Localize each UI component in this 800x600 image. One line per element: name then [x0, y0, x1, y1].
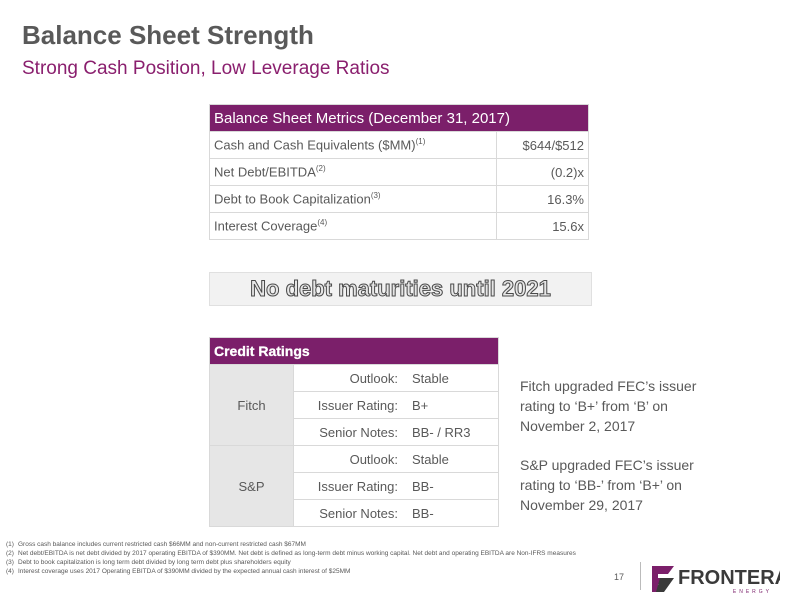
marker: (1) [6, 541, 14, 548]
agency: Fitch [209, 364, 294, 446]
row-label: Interest Coverage(4) [208, 212, 498, 240]
label: Cash and Cash Equivalents ($MM) [214, 137, 416, 153]
field: Senior Notes: [293, 418, 406, 446]
field: Outlook: [293, 445, 406, 473]
label: Debt to Book Capitalization [214, 191, 371, 207]
text: Interest coverage uses 2017 Operating EB… [18, 568, 351, 575]
row-label: Cash and Cash Equivalents ($MM)(1) [208, 131, 498, 159]
logo-name: FRONTERA [678, 567, 780, 589]
title: Balance Sheet Strength [22, 20, 314, 50]
text: Gross cash balance includes current rest… [18, 541, 306, 548]
value: B+ [406, 391, 499, 419]
logo-sub: ENERGY [733, 589, 772, 595]
note-ref: (4) [317, 218, 328, 228]
logo-mark [656, 578, 674, 592]
metrics-table: Balance Sheet Metrics (December 31, 2017… [208, 104, 589, 240]
row-value: (0.2)x [496, 158, 589, 186]
note-ref: (3) [370, 191, 381, 201]
footnotes: (1) Gross cash balance includes current r… [6, 540, 606, 576]
label: Interest Coverage [214, 218, 318, 234]
logo: FRONTERA ENERGY [652, 566, 780, 595]
label: Net Debt/EBITDA [214, 164, 316, 180]
divider [640, 562, 641, 590]
row-value: 15.6x [496, 212, 589, 240]
note-ref: (2) [315, 164, 326, 174]
comment: Fitch upgraded FEC’s issuer rating to ‘B… [520, 378, 697, 434]
text: Debt to book capitalization is long term… [18, 559, 291, 566]
note-ref: (1) [415, 137, 426, 147]
field: Outlook: [293, 364, 406, 392]
text: Net debt/EBITDA is net debt divided by 2… [18, 550, 576, 557]
marker: (4) [6, 568, 14, 575]
field: Senior Notes: [293, 499, 406, 527]
table-header: Balance Sheet Metrics (December 31, 2017… [209, 104, 589, 132]
banner: No debt maturities until 2021 [209, 272, 592, 306]
footnote: (2) Net debt/EBITDA is net debt divided b… [6, 549, 606, 558]
value: BB- [406, 472, 499, 500]
row-label: Debt to Book Capitalization(3) [208, 185, 498, 213]
ratings-table: Credit Ratings Fitch Outlook: Stable Issue… [209, 337, 499, 527]
value: BB- [406, 499, 499, 527]
value: BB- / RR3 [406, 418, 499, 446]
footnote: (3) Debt to book capitalization is long t… [6, 558, 606, 567]
row-value: 16.3% [496, 185, 589, 213]
agency: S&P [209, 445, 294, 527]
footnote: (1) Gross cash balance includes current r… [6, 540, 606, 549]
footnote: (4) Interest coverage uses 2017 Operating… [6, 567, 606, 576]
row-value: $644/$512 [496, 131, 589, 159]
marker: (3) [6, 559, 14, 566]
comment: S&P upgraded FEC’s issuer rating to ‘BB-… [520, 457, 694, 513]
row-label: Net Debt/EBITDA(2) [208, 158, 498, 186]
marker: (2) [6, 550, 14, 557]
field: Issuer Rating: [293, 391, 406, 419]
table-header: Credit Ratings [209, 337, 499, 365]
value: Stable [406, 445, 499, 473]
page-number: 17 [614, 572, 625, 582]
subtitle: Strong Cash Position, Low Leverage Ratio… [22, 58, 390, 79]
field: Issuer Rating: [293, 472, 406, 500]
value: Stable [406, 364, 499, 392]
